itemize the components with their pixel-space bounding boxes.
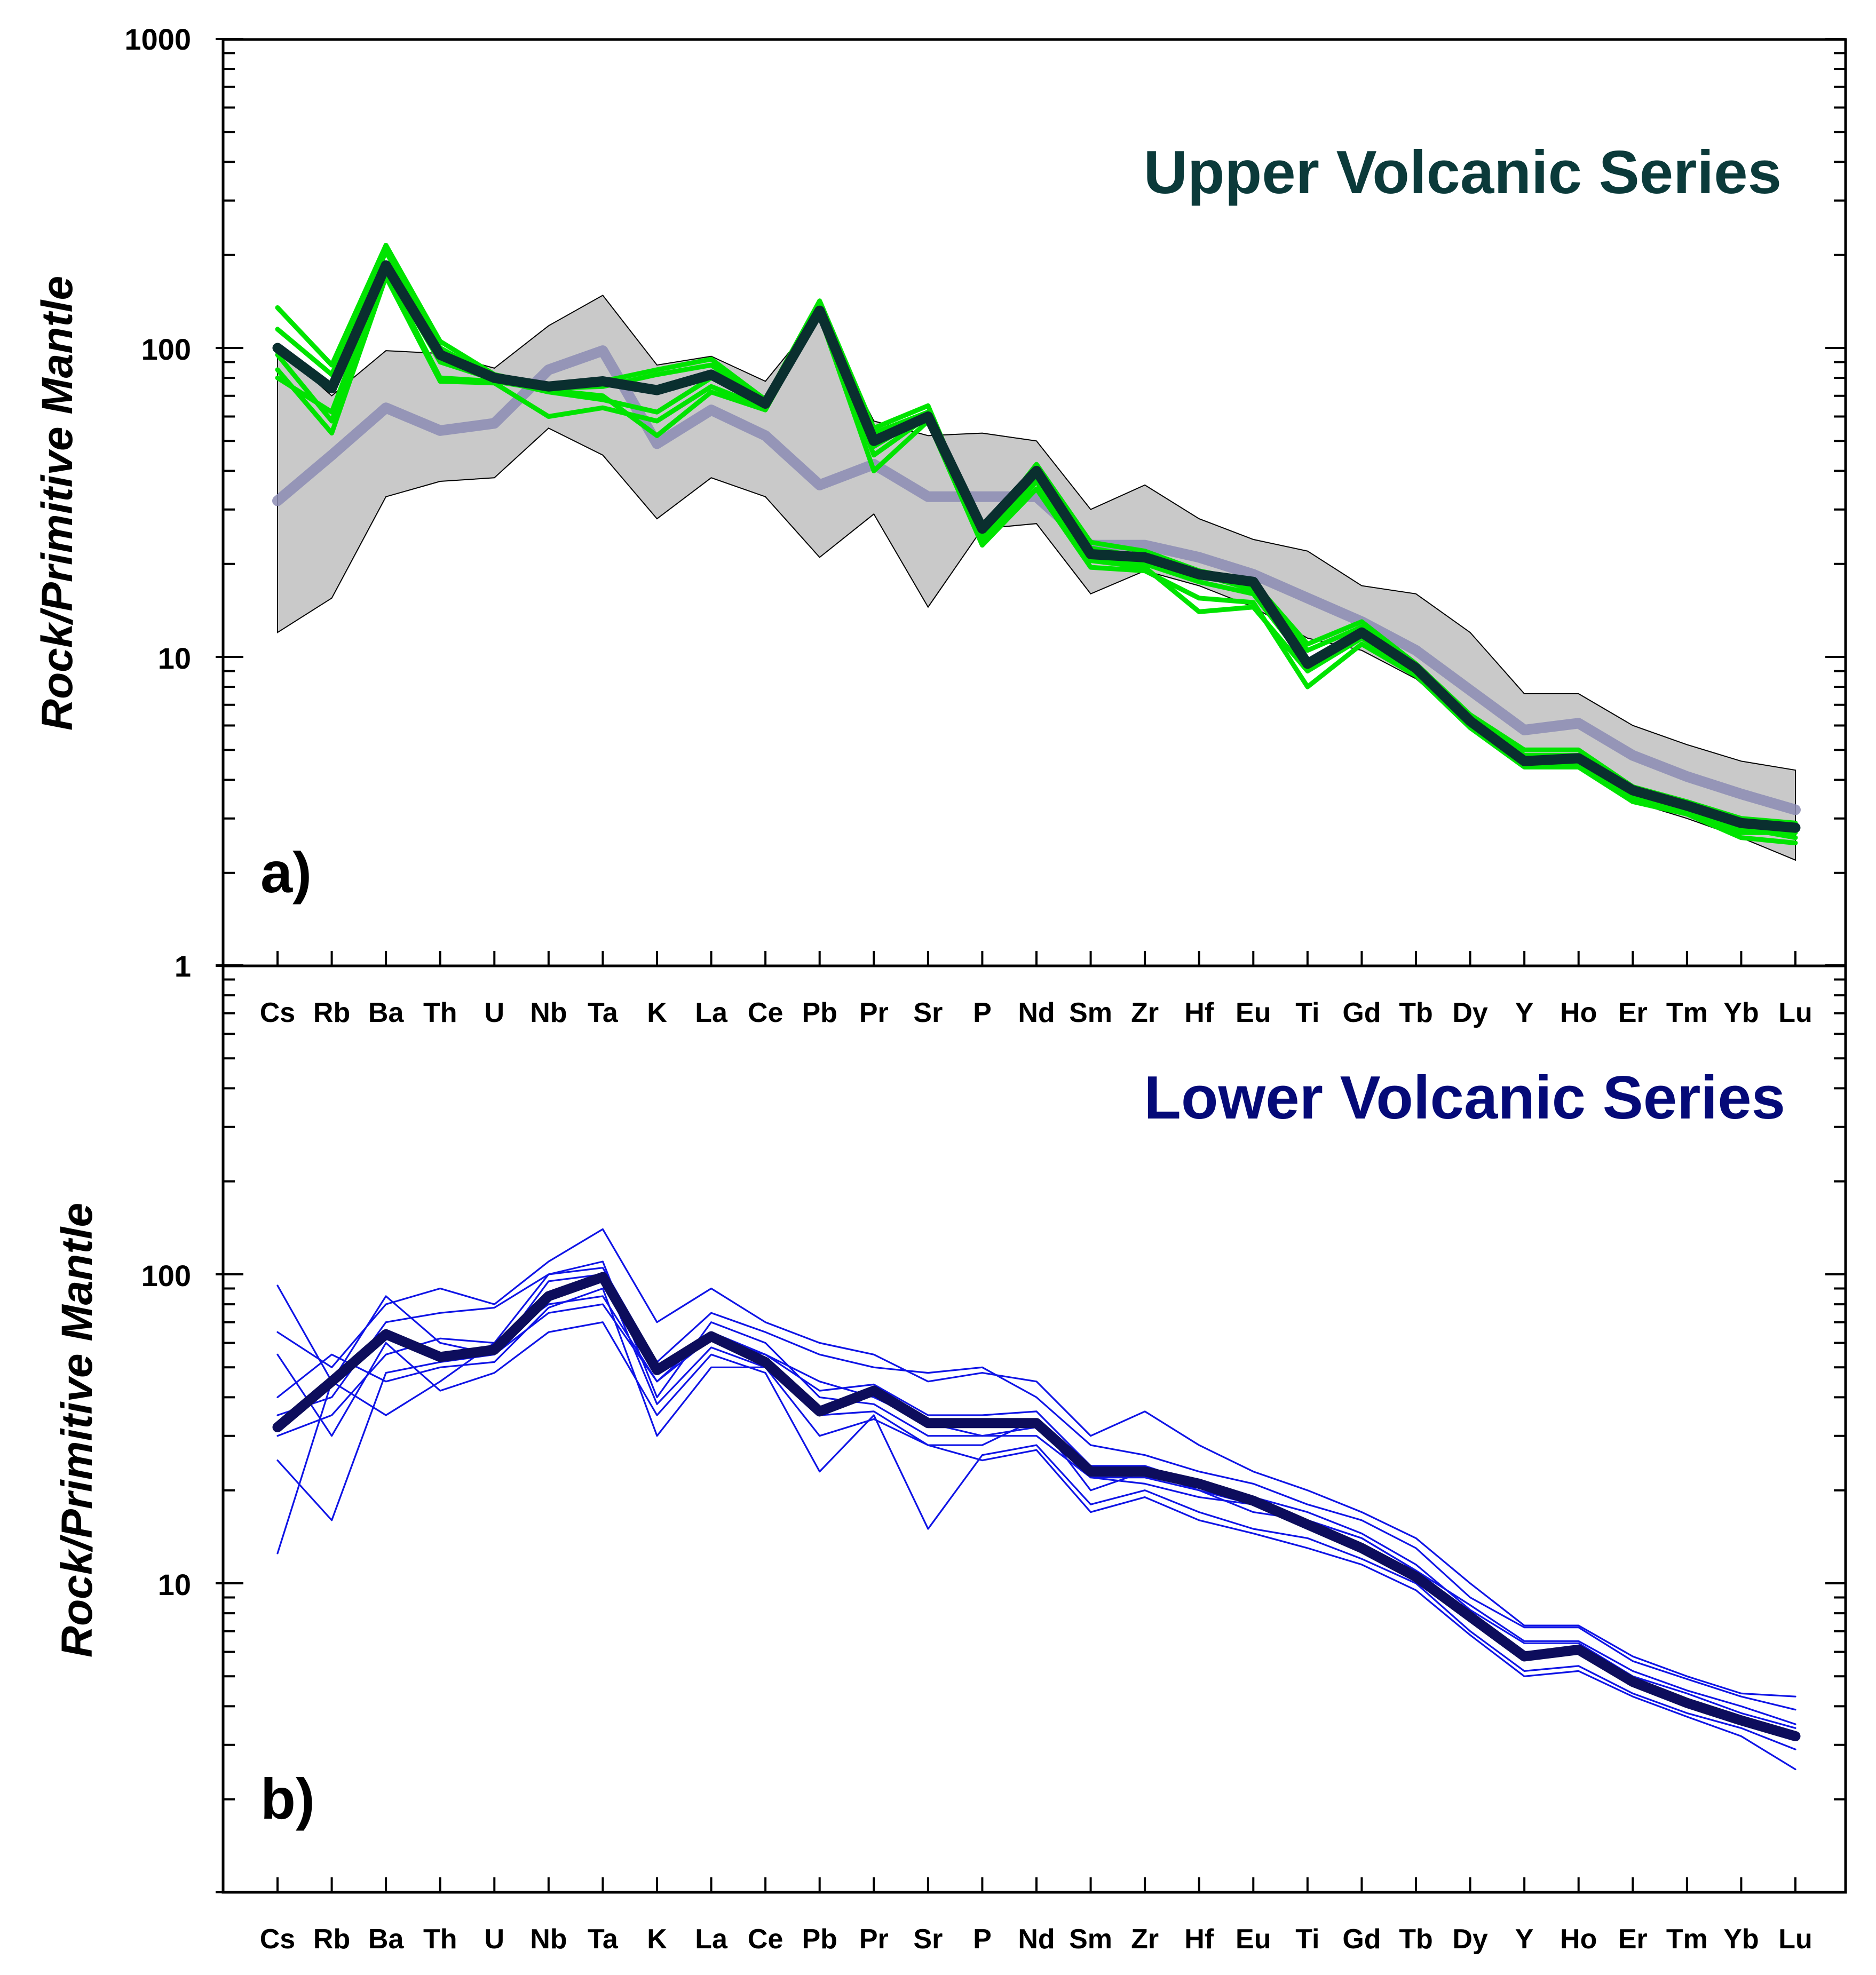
x-tick-label-er: Er (1618, 997, 1648, 1028)
x-tick-label-k: K (647, 997, 667, 1028)
x-tick-label-ta: Ta (588, 997, 619, 1028)
x-tick-label-ba: Ba (368, 1924, 405, 1955)
x-tick-label-dy: Dy (1452, 1924, 1488, 1955)
x-tick-label-nb: Nb (530, 997, 567, 1028)
panel-a-x-tick-labels: Cs Rb Ba Th U Nb Ta K La Ce Pb Pr Sr P Nd Sm Zr Hf Eu Ti Gd T… (260, 997, 1812, 1028)
panel-b: 100 10 Rock/Primitive Mantle Lower Volca… (53, 964, 1847, 1894)
x-tick-label-p: P (973, 1924, 992, 1955)
panel-b-label: b) (260, 1766, 315, 1831)
x-tick-label-ho: Ho (1560, 1924, 1597, 1955)
series-line-sample-4 (275, 274, 1798, 846)
panel-b-y-axis-label: Rock/Primitive Mantle (53, 1203, 101, 1657)
x-tick-label-tb: Tb (1399, 1924, 1433, 1955)
panel-b-x-ticks (276, 1877, 1796, 1892)
y-tick-label-1: 1 (175, 949, 191, 983)
panel-a-plot-area (272, 243, 1801, 861)
x-tick-label-th: Th (423, 1924, 457, 1955)
x-tick-label-pb: Pb (802, 997, 837, 1028)
x-tick-label-eu: Eu (1236, 1924, 1271, 1955)
panel-b-frame (221, 964, 1847, 1894)
x-tick-label-zr: Zr (1131, 997, 1159, 1028)
x-tick-label-cs: Cs (260, 1924, 295, 1955)
x-tick-label-yb: Yb (1723, 997, 1759, 1028)
x-tick-label-dy: Dy (1452, 997, 1488, 1028)
x-tick-label-y: Y (1515, 1924, 1534, 1955)
panel-a-title: Upper Volcanic Series (1144, 139, 1782, 207)
x-tick-label-p: P (973, 997, 992, 1028)
x-tick-label-lu: Lu (1778, 1924, 1812, 1955)
x-tick-label-la: La (695, 997, 728, 1028)
x-tick-label-gd: Gd (1342, 997, 1381, 1028)
x-tick-label-tm: Tm (1666, 997, 1708, 1028)
x-tick-label-sm: Sm (1069, 997, 1112, 1028)
x-tick-label-yb: Yb (1723, 1924, 1759, 1955)
panel-a-y-tick-labels: 1000 100 10 (124, 22, 191, 675)
y-tick-label-100: 100 (141, 332, 191, 366)
panel-b-x-tick-labels: Cs Rb Ba Th U Nb Ta K La Ce Pb Pr Sr P Nd Sm Zr Hf Eu Ti Gd T… (260, 1924, 1812, 1955)
series-line-sample-8 (276, 1228, 1796, 1698)
x-tick-label-th: Th (423, 997, 457, 1028)
x-tick-label-k: K (647, 1924, 667, 1955)
x-tick-label-rb: Rb (313, 1924, 350, 1955)
x-tick-label-hf: Hf (1184, 1924, 1214, 1955)
x-tick-label-y: Y (1515, 997, 1534, 1028)
panel-b-y-ticks (216, 964, 1846, 1893)
x-tick-label-ti: Ti (1295, 997, 1319, 1028)
panel-a-x-ticks (276, 951, 1796, 966)
x-tick-label-tb: Tb (1399, 997, 1433, 1028)
x-tick-label-sr: Sr (913, 1924, 943, 1955)
panel-a: 1000 100 10 Rock/Primitive Mantle Upper … (33, 22, 1847, 967)
series-line-sample-5 (276, 1295, 1796, 1729)
x-tick-label-ce: Ce (748, 1924, 783, 1955)
x-tick-label-tm: Tm (1666, 1924, 1708, 1955)
series-line-sample-4 (276, 1267, 1796, 1711)
x-tick-label-u: U (485, 1924, 505, 1955)
x-tick-label-pr: Pr (859, 1924, 889, 1955)
x-tick-label-nb: Nb (530, 1924, 567, 1955)
x-tick-label-eu: Eu (1236, 997, 1271, 1028)
y-tick-label-100: 100 (141, 1259, 191, 1292)
panel-a-y-axis-label: Rock/Primitive Mantle (33, 276, 82, 731)
x-tick-label-nd: Nd (1018, 997, 1055, 1028)
x-tick-label-ta: Ta (588, 1924, 619, 1955)
x-tick-label-pr: Pr (859, 997, 889, 1028)
x-tick-label-lu: Lu (1778, 997, 1812, 1028)
x-tick-label-nd: Nd (1018, 1924, 1055, 1955)
x-tick-label-sr: Sr (913, 997, 943, 1028)
x-tick-label-u: U (485, 997, 505, 1028)
panel-b-title: Lower Volcanic Series (1144, 1064, 1785, 1132)
x-tick-label-gd: Gd (1342, 1924, 1381, 1955)
x-tick-label-ba: Ba (368, 997, 405, 1028)
panel-b-y-tick-labels: 100 10 (141, 1259, 191, 1601)
x-tick-label-zr: Zr (1131, 1924, 1159, 1955)
panel-b-plot-area (272, 1228, 1801, 1771)
y-tick-label-10: 10 (158, 641, 191, 675)
x-tick-label-ce: Ce (748, 997, 783, 1028)
x-tick-label-hf: Hf (1184, 997, 1214, 1028)
y-tick-label-10: 10 (158, 1568, 191, 1601)
x-tick-label-cs: Cs (260, 997, 295, 1028)
x-tick-label-rb: Rb (313, 997, 350, 1028)
series-line-lower-volcanic-series-average (272, 1272, 1801, 1741)
x-tick-label-er: Er (1618, 1924, 1648, 1955)
x-tick-label-ho: Ho (1560, 997, 1597, 1028)
x-tick-label-la: La (695, 1924, 728, 1955)
y-tick-label-1000: 1000 (124, 22, 191, 56)
x-tick-label-pb: Pb (802, 1924, 837, 1955)
series-line-sample-7 (276, 1287, 1796, 1771)
series-line-upper-volcanic-series-average (272, 260, 1801, 833)
series-line-sample-6 (276, 1321, 1796, 1750)
x-tick-label-ti: Ti (1295, 1924, 1319, 1955)
x-tick-label-sm: Sm (1069, 1924, 1112, 1955)
panel-a-label: a) (260, 840, 312, 905)
